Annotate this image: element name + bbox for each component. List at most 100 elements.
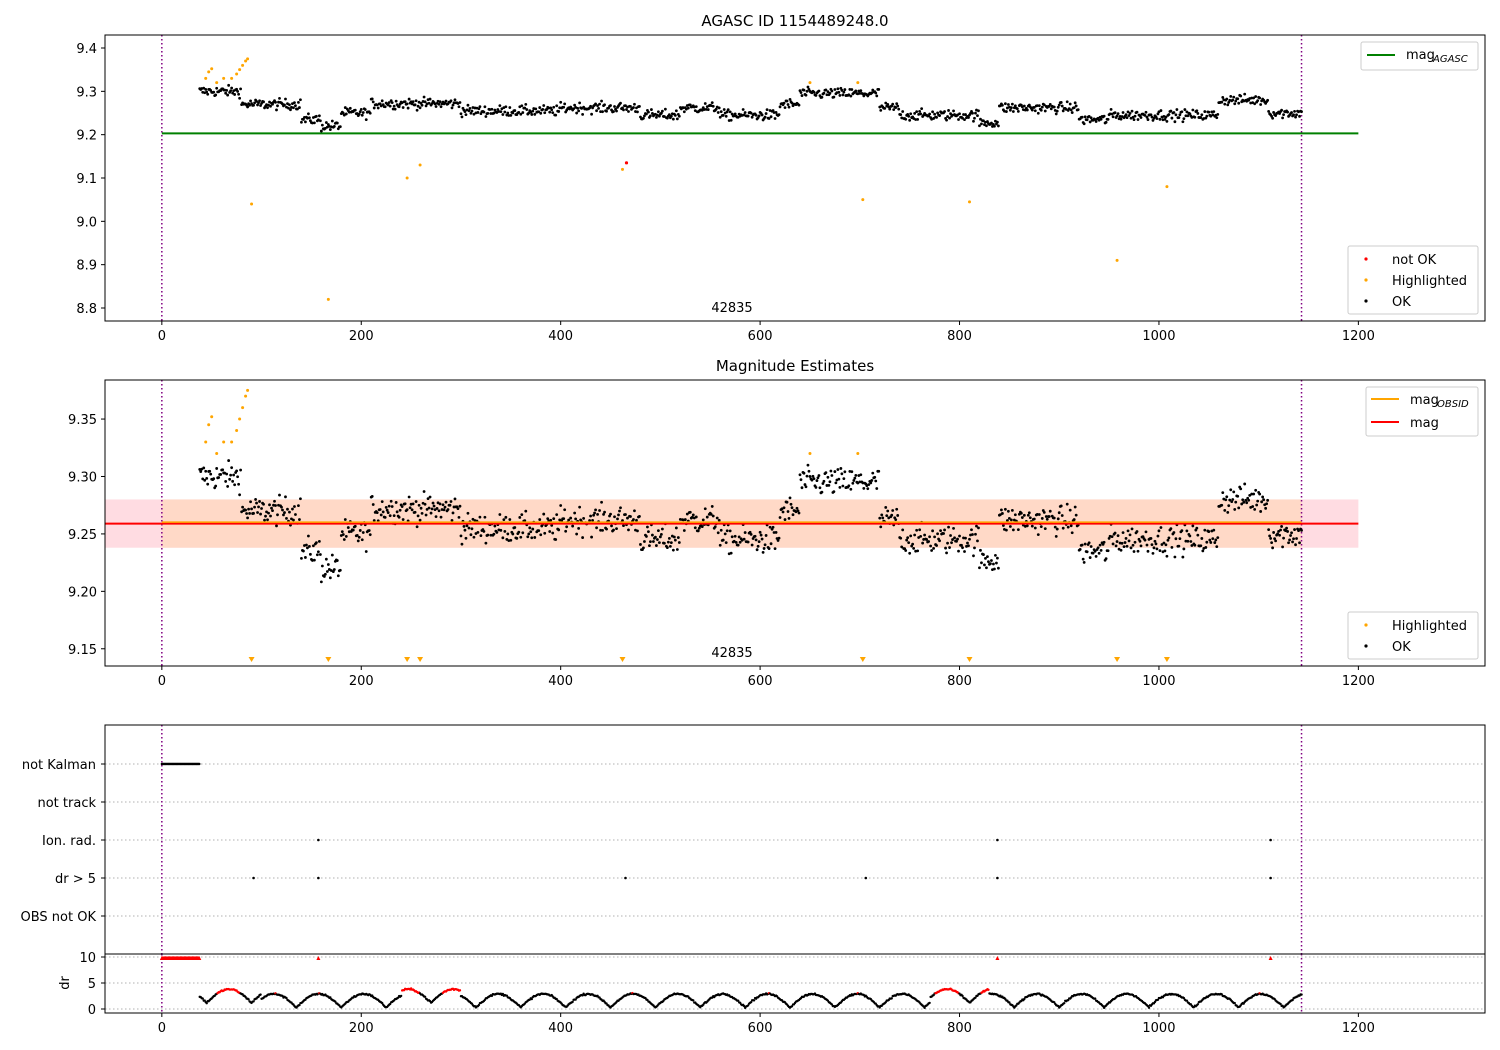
ok-point: [1224, 498, 1228, 502]
panel4-ytick-label: 10: [79, 951, 96, 966]
ok-point: [1003, 102, 1007, 106]
ok-point: [1252, 96, 1256, 100]
ok-point: [413, 510, 417, 514]
highlighted-point: [250, 202, 254, 206]
ok-point: [728, 110, 732, 114]
ok-point: [420, 511, 424, 515]
ok-point: [387, 101, 391, 104]
ok-point: [379, 513, 383, 517]
ok-point: [246, 516, 249, 520]
ok-point: [214, 93, 218, 97]
ok-point: [1043, 527, 1047, 531]
ok-point: [1209, 541, 1213, 544]
ok-point: [1133, 540, 1137, 544]
ok-point: [1068, 508, 1072, 512]
ok-point: [1019, 511, 1023, 515]
ok-point: [915, 528, 919, 532]
ok-point: [804, 93, 808, 97]
ok-point: [880, 513, 884, 517]
ok-point: [797, 103, 801, 107]
ok-point: [476, 111, 480, 114]
ok-point: [601, 110, 604, 114]
ok-point: [996, 556, 999, 560]
highlighted-point: [204, 440, 208, 444]
panel1-frame: [104, 34, 1486, 322]
ok-point: [591, 518, 594, 522]
panel4-xtick-label: 600: [748, 1021, 773, 1036]
ok-point: [1078, 548, 1082, 551]
ok-point: [1279, 528, 1282, 532]
ok-point: [1293, 528, 1296, 531]
ok-point: [894, 518, 898, 522]
ok-point: [1135, 110, 1139, 114]
ok-point: [230, 466, 234, 470]
ok-point: [905, 538, 909, 542]
ok-point: [1037, 104, 1041, 108]
ok-point: [469, 533, 473, 537]
ok-point: [874, 91, 878, 95]
ok-point: [470, 527, 474, 531]
dr-point: [890, 997, 893, 1000]
highlighted-point: [808, 81, 812, 85]
ok-point: [706, 108, 710, 111]
ok-point: [719, 110, 723, 114]
ok-point: [966, 541, 969, 545]
ok-point: [1107, 536, 1111, 540]
ok-point: [719, 528, 723, 532]
ok-point: [1201, 549, 1205, 553]
ok-point: [1128, 111, 1132, 115]
ok-point: [595, 526, 598, 530]
ok-point: [785, 99, 789, 103]
ok-point: [764, 534, 768, 537]
ok-point: [738, 540, 742, 544]
ok-point: [551, 531, 555, 535]
ok-point: [1020, 516, 1024, 519]
ok-point: [552, 517, 556, 521]
legend-ok-2: OK: [1392, 640, 1411, 655]
ok-point: [554, 113, 558, 117]
ok-point: [469, 111, 473, 115]
ok-point: [332, 125, 336, 128]
ok-point: [453, 497, 457, 501]
ok-point: [963, 550, 966, 553]
ok-point: [743, 531, 747, 534]
ok-point: [486, 533, 490, 537]
ok-point: [330, 553, 334, 557]
ok-point: [256, 103, 259, 107]
ok-point: [1211, 537, 1215, 541]
ok-point: [976, 539, 979, 543]
ok-point: [457, 515, 461, 519]
legend-mag-agasc: mag: [1406, 48, 1435, 63]
ok-point: [383, 105, 387, 109]
ok-point: [916, 117, 920, 121]
ok-point: [1178, 537, 1182, 541]
ok-point: [528, 526, 532, 530]
ok-point: [824, 88, 828, 92]
ok-point: [306, 546, 309, 550]
ok-point: [854, 474, 858, 477]
ok-point: [262, 100, 265, 104]
highlighted-point: [856, 452, 860, 456]
ok-point: [1047, 515, 1051, 518]
ok-point: [1226, 103, 1230, 107]
ok-point: [541, 108, 545, 111]
ok-point: [1026, 513, 1030, 517]
ok-point: [1057, 511, 1061, 515]
ok-point: [632, 106, 635, 109]
ok-point: [227, 459, 231, 462]
ok-point: [319, 580, 323, 584]
ok-point: [725, 529, 729, 533]
ok-point: [946, 115, 949, 118]
ok-point: [1025, 108, 1029, 112]
ok-point: [318, 553, 322, 556]
ok-point: [756, 544, 760, 548]
ok-point: [1025, 524, 1029, 528]
panel-dr: 0 5 10 0 200 400 600 800 1000 1200 dr: [58, 951, 1486, 1036]
ok-point: [730, 535, 734, 539]
ok-point: [343, 518, 347, 521]
dr-point: [530, 997, 533, 1001]
highlighted-point: [207, 423, 211, 427]
ok-point: [543, 531, 547, 535]
ok-point: [228, 477, 232, 481]
ok-point: [446, 508, 450, 511]
